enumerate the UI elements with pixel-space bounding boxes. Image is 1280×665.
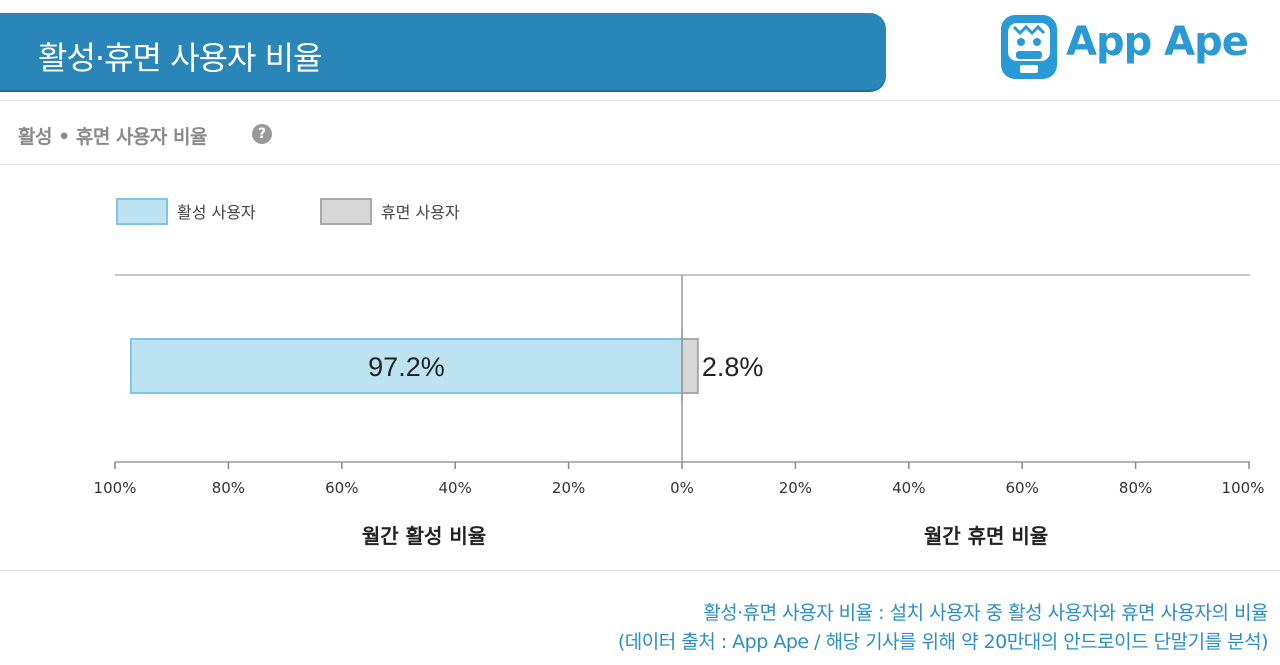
- legend-swatch-active: [116, 198, 168, 225]
- data-label-inactive: 2.8%: [702, 352, 764, 382]
- legend-label-active: 활성 사용자: [177, 203, 256, 222]
- legend-swatch-inactive: [320, 198, 372, 225]
- x-tick-label: 40%: [892, 479, 925, 497]
- bar-inactive: [681, 338, 699, 394]
- legend-label-inactive: 휴면 사용자: [381, 203, 460, 222]
- x-tick-label: 0%: [670, 479, 694, 497]
- footnote-source: (데이터 출처 : App Ape / 해당 기사를 위해 약 20만대의 안드…: [617, 631, 1269, 653]
- x-tick-label: 60%: [325, 479, 358, 497]
- x-axis-title-left: 월간 활성 비율: [362, 524, 486, 548]
- divider: [0, 164, 1280, 165]
- x-tick-label: 100%: [94, 479, 137, 497]
- x-tick-label: 20%: [779, 479, 812, 497]
- diverging-bar-chart: 활성 사용자 휴면 사용자 97.2% 2.8% 100% 80% 60% 40% 20% 0% 2…: [94, 198, 1265, 548]
- x-tick-label: 80%: [1119, 479, 1152, 497]
- title-banner: 활성·휴면 사용자 비율: [0, 13, 886, 90]
- x-tick-label: 40%: [439, 479, 472, 497]
- data-label-active: 97.2%: [368, 352, 445, 382]
- x-tick-label: 100%: [1222, 479, 1265, 497]
- divider: [0, 100, 1280, 101]
- x-axis-title-right: 월간 휴면 비율: [924, 524, 1048, 548]
- x-tick-label: 60%: [1006, 479, 1039, 497]
- page-title: 활성·휴면 사용자 비율: [38, 39, 322, 77]
- x-tick-label: 80%: [212, 479, 245, 497]
- section-title: 활성 • 휴면 사용자 비율: [18, 126, 207, 148]
- divider: [0, 570, 1280, 571]
- app-ape-logo: App Ape: [998, 7, 1258, 85]
- question-circle-icon[interactable]: ?: [252, 124, 272, 144]
- footnote-definition: 활성·휴면 사용자 비율 : 설치 사용자 중 활성 사용자와 휴면 사용자의 …: [703, 602, 1268, 624]
- x-tick-label: 20%: [552, 479, 585, 497]
- logo-text: App Ape: [1066, 19, 1249, 65]
- ape-face-icon: [1001, 15, 1057, 79]
